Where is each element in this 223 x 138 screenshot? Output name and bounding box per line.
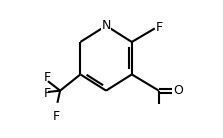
Text: F: F — [44, 71, 51, 84]
Text: F: F — [44, 87, 51, 100]
Text: F: F — [52, 110, 60, 123]
Text: O: O — [173, 84, 183, 97]
Text: F: F — [156, 21, 163, 34]
Text: N: N — [101, 19, 111, 32]
